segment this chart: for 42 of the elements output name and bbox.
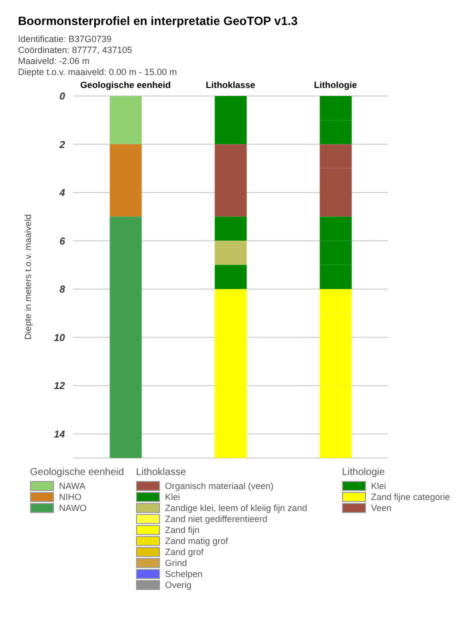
legend-label: NIHO	[59, 492, 82, 502]
y-tick-label: 2	[58, 140, 66, 151]
category-label: Geologische eenheid	[30, 467, 124, 478]
legend-label: Zand fijn	[165, 524, 200, 534]
legend-label: NAWO	[59, 502, 87, 512]
x-tick-label: Geologische eenheid	[80, 80, 171, 90]
legend-label: NAWA	[59, 480, 86, 490]
y-tick-label: 6	[59, 236, 66, 248]
bar	[110, 144, 142, 217]
bar	[214, 240, 247, 265]
y-tick-label: 14	[54, 429, 66, 440]
bar	[214, 96, 247, 144]
legend-label: Veen	[371, 502, 392, 512]
chart-title: Boormonsterprofiel en interpretatie GeoTOP v1.3	[18, 14, 299, 28]
legend-label: Organisch materiaal (veen)	[165, 480, 274, 490]
text: Maaiveld: -2.06 m	[18, 56, 91, 67]
legend-label: Zand fijne categorie	[371, 492, 450, 502]
legend-label: Zand niet gedifferentieerd	[165, 514, 268, 524]
category-label: Lithologie	[342, 467, 385, 478]
bar	[110, 216, 142, 458]
bar	[214, 264, 247, 290]
legend-label: Grind	[165, 558, 188, 568]
text: Diepte t.o.v. maaiveld: 0.00 m - 15.00 m	[18, 67, 178, 78]
category-label: Lithoklasse	[136, 467, 186, 478]
text: Coördinaten: 87777, 437105	[18, 45, 134, 56]
y-tick-label: 12	[54, 381, 66, 392]
legend-label: Zand matig grof	[165, 536, 228, 546]
y-tick-label: 4	[58, 188, 66, 200]
y-axis-title: Diepte in meters t.o.v. maaiveld	[23, 214, 34, 340]
text: Identificatie: B37G0739	[18, 34, 113, 45]
legend-label: Klei	[371, 480, 386, 490]
legend-label: Overig	[165, 580, 192, 590]
legend-label: Zandige klei, leem of kleiig fijn zand	[165, 502, 308, 512]
x-tick-label: Lithologie	[314, 80, 357, 90]
y-tick-label: 10	[54, 332, 66, 344]
legend-label: Klei	[165, 492, 180, 502]
y-tick-label: 8	[59, 284, 66, 296]
legend-label: Schelpen	[165, 568, 203, 578]
bar	[110, 96, 142, 144]
legend-label: Zand grof	[165, 546, 204, 556]
x-tick-label: Lithoklasse	[206, 80, 256, 90]
y-tick-label: 0	[59, 92, 66, 103]
